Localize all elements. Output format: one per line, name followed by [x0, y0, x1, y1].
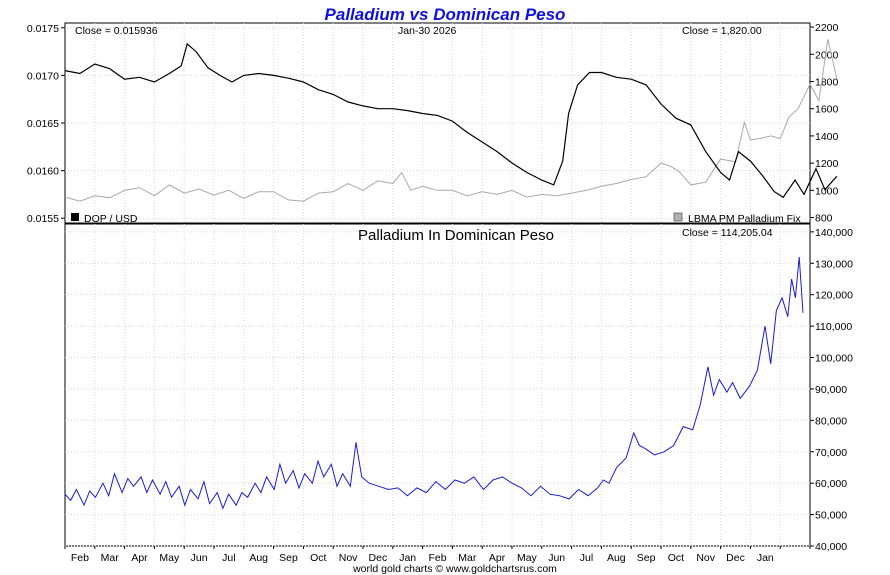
x-tick-label: Oct: [310, 552, 326, 564]
date-label: Jan-30 2026: [398, 25, 457, 37]
top-panel: 0.0155 0.0160 0.0165 0.0170 0.0175 800 1000 12…: [27, 22, 839, 225]
bottom-right-tick-label: 40,000: [815, 541, 847, 553]
top-left-tick-label: 0.0155: [27, 213, 59, 225]
x-tick-label: Sep: [279, 552, 298, 564]
x-tick-label: Jan: [399, 552, 416, 564]
palladium-legend-label: LBMA PM Palladium Fix: [688, 213, 801, 225]
x-tick-label: Jan: [757, 552, 774, 564]
x-tick-label: May: [517, 552, 538, 564]
bottom-right-tick-label: 70,000: [815, 447, 847, 459]
top-right-tick-label: 1800: [815, 77, 839, 89]
top-left-tick-label: 0.0160: [27, 166, 59, 178]
x-axis: Feb Mar Apr May Jun Jul Aug Sep Oct Nov Dec Jan Feb M…: [64, 546, 811, 564]
top-left-tick-label: 0.0175: [27, 23, 59, 35]
top-left-tick-label: 0.0170: [27, 70, 59, 82]
x-tick-label: Jul: [580, 552, 593, 564]
bottom-right-tick-label: 120,000: [815, 290, 853, 302]
x-tick-label: Dec: [726, 552, 745, 564]
x-tick-label: Apr: [489, 552, 506, 564]
x-tick-label: Apr: [131, 552, 148, 564]
bottom-panel: 40,000 50,000 60,000 70,000 80,000 90,000 100,…: [64, 223, 853, 553]
x-tick-label: Nov: [339, 552, 358, 564]
top-left-axis: 0.0155 0.0160 0.0165 0.0170 0.0175: [27, 23, 810, 225]
top-right-tick-label: 1600: [815, 104, 839, 116]
bottom-right-tick-label: 80,000: [815, 415, 847, 427]
top-right-tick-label: 2200: [815, 22, 839, 34]
x-tick-label: Aug: [249, 552, 268, 564]
palladium-legend-swatch: [673, 212, 683, 222]
bottom-right-tick-label: 90,000: [815, 384, 847, 396]
top-right-tick-label: 1200: [815, 158, 839, 170]
x-tick-label: Nov: [696, 552, 715, 564]
x-tick-label: Feb: [71, 552, 89, 564]
top-right-tick-label: 1000: [815, 185, 839, 197]
x-tick-label: Jul: [222, 552, 235, 564]
chart-title: Palladium vs Dominican Peso: [325, 5, 566, 24]
top-left-tick-label: 0.0165: [27, 118, 59, 130]
ratio-close-label: Close = 114,205.04: [682, 227, 773, 239]
x-tick-label: Dec: [369, 552, 388, 564]
top-right-tick-label: 2000: [815, 49, 839, 61]
bottom-right-axis: 40,000 50,000 60,000 70,000 80,000 90,000 100,…: [65, 227, 853, 553]
x-tick-label: May: [159, 552, 180, 564]
top-right-tick-label: 800: [815, 213, 833, 225]
dop-usd-series-line: [64, 42, 838, 199]
x-tick-label: Sep: [637, 552, 656, 564]
bottom-right-tick-label: 100,000: [815, 353, 853, 365]
x-tick-label: Mar: [101, 552, 120, 564]
bottom-right-tick-label: 50,000: [815, 510, 847, 522]
x-tick-label: Jun: [548, 552, 565, 564]
dop-legend-label: DOP / USD: [84, 213, 138, 225]
x-tick-label: Jun: [191, 552, 208, 564]
x-tick-label: Mar: [458, 552, 477, 564]
palladium-usd-series-line: [64, 39, 838, 202]
palladium-dop-series-line: [64, 256, 804, 510]
dop-close-label: Close = 0.015936: [75, 25, 158, 37]
bottom-right-tick-label: 130,000: [815, 258, 853, 270]
bottom-panel-title: Palladium In Dominican Peso: [358, 227, 554, 244]
x-tick-label: Feb: [428, 552, 446, 564]
x-tick-label: Oct: [668, 552, 684, 564]
dop-legend-swatch: [71, 213, 79, 221]
bottom-right-tick-label: 140,000: [815, 227, 853, 239]
palladium-close-label: Close = 1,820.00: [682, 25, 762, 37]
footer-credit: world gold charts © www.goldchartsrus.co…: [352, 563, 557, 575]
bottom-right-tick-label: 60,000: [815, 478, 847, 490]
top-right-tick-label: 1400: [815, 131, 839, 143]
bottom-right-tick-label: 110,000: [815, 321, 852, 333]
x-tick-label: Aug: [607, 552, 626, 564]
